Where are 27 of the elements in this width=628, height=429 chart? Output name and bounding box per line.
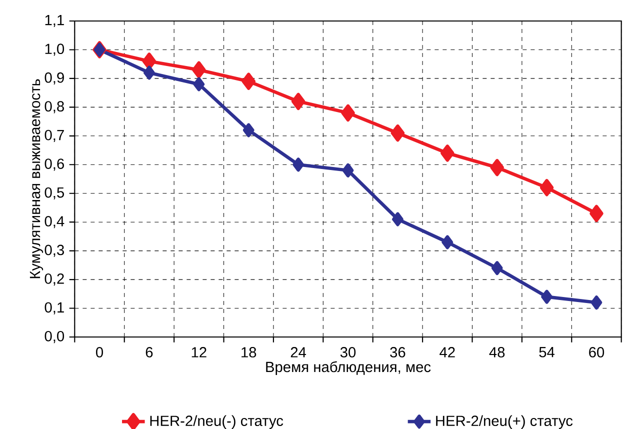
y-tick-label: 1,1 xyxy=(45,15,64,27)
y-tick-label: 0,3 xyxy=(44,244,64,257)
y-tick-label: 0,9 xyxy=(44,72,64,85)
y-tick-label: 0,6 xyxy=(44,158,64,171)
y-tick-label: 0,8 xyxy=(44,101,64,114)
x-tick-label: 18 xyxy=(242,347,256,358)
x-tick-label: 42 xyxy=(440,347,455,358)
legend-label: HER-2/neu(-) статус xyxy=(150,415,284,429)
y-tick-label: 0,5 xyxy=(44,187,64,200)
x-tick-label: 12 xyxy=(192,347,206,358)
x-tick-label: 6 xyxy=(146,347,153,358)
y-tick-label: 0,0 xyxy=(44,330,64,344)
x-tick-label: 60 xyxy=(589,347,604,358)
y-axis-title: Кумулятивная выживаемость xyxy=(30,79,44,278)
x-tick-label: 36 xyxy=(390,347,406,358)
y-tick-label: 0,2 xyxy=(44,274,64,286)
x-tick-label: 24 xyxy=(290,347,306,358)
y-tick-label: 0,4 xyxy=(44,216,64,228)
x-tick-label: 54 xyxy=(539,347,555,358)
x-tick-label: 0 xyxy=(96,347,104,358)
y-tick-label: 1,0 xyxy=(45,44,64,56)
x-axis-title: Время наблюдения, мес xyxy=(266,361,431,376)
y-tick-label: 0,1 xyxy=(44,302,64,314)
legend-label: HER-2/neu(+) статус xyxy=(436,415,573,429)
x-tick-label: 48 xyxy=(489,347,505,358)
x-tick-label: 30 xyxy=(340,347,356,358)
y-tick-label: 0,7 xyxy=(44,130,64,142)
